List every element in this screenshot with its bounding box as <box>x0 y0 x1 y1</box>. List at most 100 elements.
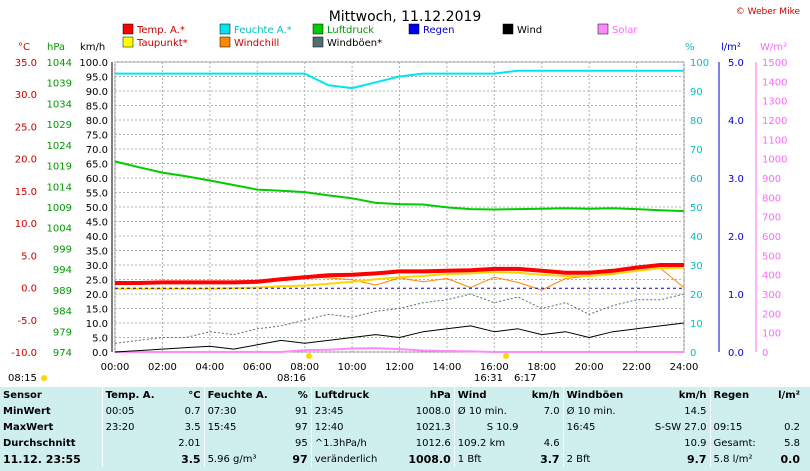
cell <box>203 435 285 451</box>
wind-tick-label: 25.0 <box>86 276 108 287</box>
header-gust-unit: km/h <box>678 389 707 401</box>
pressure-tick-label: 1009 <box>47 203 72 214</box>
row-label: 11.12. 23:55 <box>3 452 81 466</box>
cell: 97 <box>294 421 308 433</box>
wind-tick-label: 5.0 <box>92 334 108 345</box>
humidity-tick-label: 40 <box>690 232 703 243</box>
cell: veränderlich <box>310 451 395 467</box>
cell: 2 Bft <box>562 451 640 467</box>
legend-swatch <box>502 23 514 35</box>
x-tick-label: 10:00 <box>338 362 367 373</box>
cell: 1008.0 <box>415 405 451 417</box>
header-wind-unit: km/h <box>531 389 560 401</box>
cell: 1021.3 <box>415 421 451 433</box>
header-humidity: Feuchte A. <box>203 387 285 403</box>
chart-series <box>114 69 685 353</box>
solar-tick-label: 900 <box>762 174 781 185</box>
legend-swatch <box>219 23 231 35</box>
humidity-tick-label: 20 <box>690 290 703 301</box>
cell: 09:15 <box>709 419 770 435</box>
cell <box>562 435 640 451</box>
solar-tick-label: 300 <box>762 290 781 301</box>
rain-tick-label: 3.0 <box>728 174 744 185</box>
table-row: MinWert 00:05 0.7 07:30 91 23:45 1008.0 … <box>0 403 803 419</box>
cell: 07:30 <box>203 403 285 419</box>
legend-label: Feuchte A.* <box>234 25 292 36</box>
x-tick-label: 14:00 <box>433 362 462 373</box>
cell <box>522 419 564 435</box>
x-tick-label: 24:00 <box>670 362 699 373</box>
pressure-tick-label: 994 <box>53 265 72 276</box>
series-line-feuchtea <box>115 69 684 90</box>
legend-label: Taupunkt* <box>136 38 188 49</box>
series-line-wind <box>114 322 685 353</box>
temp-tick-label: 5.0 <box>21 251 37 262</box>
x-tick-label: 08:00 <box>290 362 319 373</box>
solar-tick-label: 500 <box>762 251 781 262</box>
solar-tick-label: 0 <box>762 348 768 359</box>
chart-legend: Temp. A.* Feuchte A.* Luftdruck Regen Wind So… <box>122 23 638 49</box>
solar-tick-label: 1300 <box>762 97 787 108</box>
header-wind: Wind <box>453 387 522 403</box>
series-line-solar <box>115 347 684 353</box>
cell: 4.6 <box>521 435 564 451</box>
cell: 91 <box>294 405 308 417</box>
cell: 00:05 <box>101 403 170 419</box>
cell: S-SW 27.0 <box>654 421 707 433</box>
humidity-tick-label: 0 <box>690 348 696 359</box>
humidity-tick-label: 10 <box>690 319 703 330</box>
cell: 15:45 <box>203 419 285 435</box>
x-tick-label: 04:00 <box>195 362 224 373</box>
header-rain-unit: l/m² <box>778 389 800 401</box>
pressure-tick-label: 989 <box>53 286 72 297</box>
legend-swatch <box>312 36 324 48</box>
pressure-tick-label: 1034 <box>47 99 72 110</box>
humidity-tick-label: 70 <box>690 145 703 156</box>
x-tick-label: 18:00 <box>527 362 556 373</box>
x-tick-label: 22:00 <box>622 362 651 373</box>
row-label: MinWert <box>3 405 51 417</box>
humidity-tick-label: 50 <box>690 203 703 214</box>
cell: 23:20 <box>101 419 170 435</box>
unit-hpa: hPa <box>47 42 65 53</box>
sun-time-label: 6:17 <box>514 373 536 384</box>
cell: 109.2 km <box>453 435 522 451</box>
wind-tick-label: 30.0 <box>86 261 108 272</box>
humidity-tick-label: 80 <box>690 116 703 127</box>
cell <box>769 403 803 419</box>
header-pressure-unit: hPa <box>429 389 451 401</box>
stats-table: Sensor Temp. A. °C Feuchte A. % Luftdruc… <box>0 387 810 471</box>
solar-tick-label: 1500 <box>762 58 787 69</box>
table-row: 11.12. 23:55 3.5 5.96 g/m³ 97 veränderli… <box>0 451 803 467</box>
cell: 95 <box>284 435 312 451</box>
wind-tick-label: 75.0 <box>86 131 108 142</box>
rain-tick-label: 4.0 <box>728 116 744 127</box>
header-temp-unit: °C <box>188 389 201 401</box>
legend-swatch <box>408 23 420 35</box>
cell: 5.96 g/m³ <box>203 451 285 467</box>
wind-tick-label: 20.0 <box>86 290 108 301</box>
legend-label: Solar <box>612 25 638 36</box>
sun-icon <box>306 353 312 359</box>
cell: 0.0 <box>780 452 801 466</box>
legend-swatch <box>219 36 231 48</box>
cell: 3.5 <box>184 421 201 433</box>
x-tick-label: 00:00 <box>101 362 130 373</box>
solar-tick-label: 1000 <box>762 155 787 166</box>
cell: 1 Bft <box>453 451 522 467</box>
solar-tick-label: 1200 <box>762 116 787 127</box>
pressure-tick-label: 1044 <box>47 58 72 69</box>
pressure-tick-label: 1024 <box>47 141 72 152</box>
solar-tick-label: 1100 <box>762 135 787 146</box>
row-label: MaxWert <box>3 421 54 433</box>
wind-tick-label: 15.0 <box>86 305 108 316</box>
wind-tick-label: 60.0 <box>86 174 108 185</box>
sun-hours-label: 16:31 <box>474 373 503 384</box>
pressure-tick-label: 974 <box>53 348 72 359</box>
legend-swatch <box>122 36 134 48</box>
temp-tick-label: 10.0 <box>15 219 37 230</box>
cell: 5.8 l/m² <box>709 451 770 467</box>
x-tick-label: 02:00 <box>148 362 177 373</box>
cell: ^1.3hPa/h <box>310 435 395 451</box>
wind-tick-label: 55.0 <box>86 189 108 200</box>
